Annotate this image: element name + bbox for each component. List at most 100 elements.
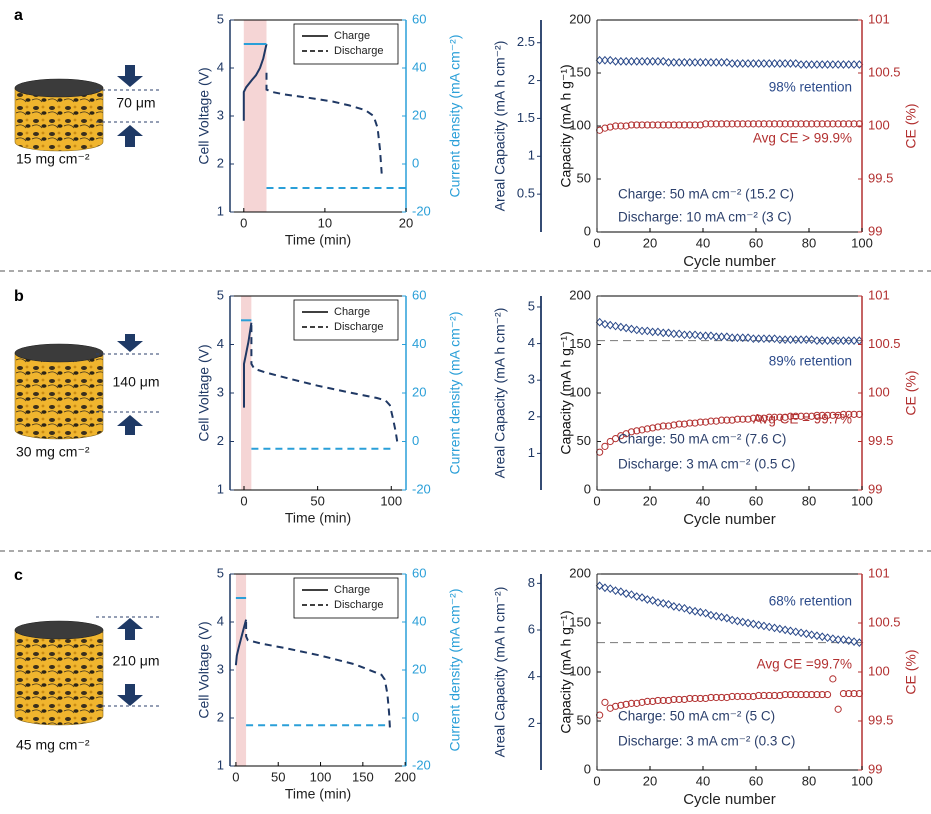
series-line (242, 43, 268, 121)
legend-box (293, 577, 399, 619)
data-point (649, 121, 657, 129)
data-point (638, 593, 646, 602)
data-point (664, 328, 673, 338)
data-point (818, 60, 827, 69)
y-axis-label: Capacity (mA h g⁻¹) (558, 64, 574, 187)
y3-tick-label: 2 (528, 408, 535, 423)
x-tick-label: 60 (749, 235, 763, 250)
y2-tick-label: 20 (412, 384, 426, 399)
data-point (744, 333, 752, 343)
data-point (627, 428, 636, 436)
data-point (792, 120, 800, 128)
data-point (829, 411, 837, 419)
data-point (844, 336, 853, 345)
data-point (839, 410, 848, 418)
data-point (675, 329, 684, 339)
y2-tick-label: 0 (412, 155, 419, 170)
data-point (601, 442, 609, 450)
data-point (601, 55, 609, 65)
y-tick-label: 3 (217, 107, 224, 122)
y2-axis-label: CE (%) (903, 649, 919, 694)
data-point (633, 427, 641, 435)
data-point (686, 419, 694, 427)
data-point (850, 60, 858, 69)
x-tick-label: 200 (394, 769, 416, 784)
annotation: Avg CE = 99.7% (753, 412, 852, 427)
y2-tick-label: 60 (412, 11, 426, 26)
data-point (648, 327, 657, 337)
y-axis-label: Cell Voltage (V) (196, 67, 212, 164)
data-point (643, 56, 652, 66)
y-tick-label: 2 (217, 709, 224, 724)
y-tick-label: 100 (569, 663, 591, 678)
y-tick-label: 1 (217, 481, 224, 496)
data-point (744, 692, 752, 701)
legend-label: Discharge (334, 599, 384, 611)
y-tick-label: 1 (217, 203, 224, 218)
x-tick-label: 10 (318, 215, 332, 230)
data-point (616, 322, 625, 332)
data-point (659, 422, 667, 430)
y2-tick-label: 100.5 (868, 64, 901, 79)
data-point (680, 603, 689, 613)
data-point (754, 334, 763, 344)
x-tick-label: 20 (643, 493, 657, 508)
data-point (823, 633, 832, 643)
data-point (786, 412, 795, 420)
y2-tick-label: 100.5 (868, 614, 901, 629)
annotation: 89% retention (769, 354, 852, 369)
data-point (606, 55, 615, 65)
data-point (638, 56, 646, 66)
data-point (765, 413, 773, 421)
loading-label: 30 mg cm⁻² (16, 444, 90, 460)
data-point (659, 696, 667, 705)
y-tick-label: 200 (569, 287, 591, 302)
data-point (669, 601, 678, 611)
data-point (781, 335, 790, 345)
legend-label: Discharge (334, 45, 384, 57)
y-tick-label: 1 (217, 757, 224, 772)
x-tick-label: 40 (696, 493, 710, 508)
data-point (776, 120, 784, 128)
y-axis-label: Capacity (mA h g⁻¹) (558, 331, 574, 454)
data-point (813, 336, 821, 345)
data-point (760, 334, 768, 344)
data-point (670, 695, 678, 704)
data-point (845, 120, 853, 128)
highlight (235, 574, 247, 766)
x-tick-label: 40 (696, 235, 710, 250)
data-point (744, 618, 752, 628)
data-point (765, 691, 773, 700)
data-point (595, 317, 604, 327)
data-point (755, 691, 763, 700)
data-point (839, 60, 848, 69)
legend-label: Charge (334, 584, 370, 596)
data-point (691, 694, 699, 703)
data-point (802, 335, 811, 345)
data-point (738, 617, 747, 627)
data-point (611, 702, 620, 710)
data-point (611, 434, 620, 443)
y-tick-label: 150 (569, 64, 591, 79)
data-point (606, 584, 615, 594)
data-point (707, 58, 715, 67)
data-point (781, 413, 789, 421)
data-point (829, 675, 837, 683)
series-line (250, 325, 399, 442)
y-tick-label: 0 (584, 761, 591, 776)
data-point (797, 120, 805, 128)
data-point (733, 692, 742, 701)
data-point (712, 611, 721, 621)
data-point (664, 696, 673, 705)
highlight (241, 296, 252, 490)
data-point (728, 416, 736, 424)
data-point (728, 615, 737, 625)
loading-label: 45 mg cm⁻² (16, 737, 90, 753)
data-point (733, 415, 742, 423)
x-tick-label: 40 (696, 773, 710, 788)
data-point (813, 631, 821, 641)
data-point (813, 411, 821, 419)
data-point (739, 415, 747, 423)
data-point (770, 59, 779, 68)
x-tick-label: 80 (802, 235, 816, 250)
